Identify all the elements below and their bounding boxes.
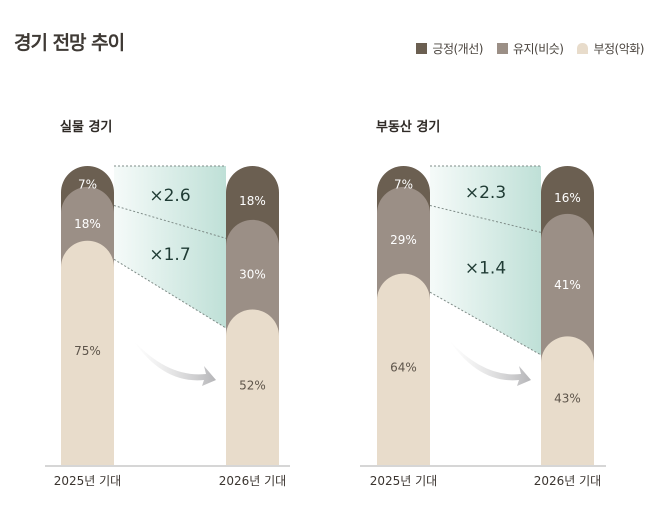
data-label: 7% xyxy=(78,177,97,191)
ratio-annotation-positive: ×2.3 xyxy=(465,183,506,203)
legend: 긍정(개선) 유지(비슷) 부정(악화) xyxy=(416,40,644,57)
trend-arrow-icon xyxy=(133,340,216,386)
chart-title: 경기 전망 추이 xyxy=(14,32,125,54)
data-label: 16% xyxy=(554,191,581,205)
legend-swatch-negative xyxy=(577,43,589,54)
data-label: 18% xyxy=(74,217,101,231)
ratio-annotation-maintain: ×1.7 xyxy=(149,245,190,265)
data-label: 75% xyxy=(74,344,101,358)
category-label: 2025년 기대 xyxy=(54,474,121,488)
legend-item-negative: 부정(악화) xyxy=(577,40,644,57)
bar-negative xyxy=(226,309,279,465)
legend-label: 부정(악화) xyxy=(593,42,644,56)
data-label: 41% xyxy=(554,278,581,292)
legend-label: 유지(비슷) xyxy=(512,42,564,56)
legend-item-maintain: 유지(비슷) xyxy=(496,40,564,57)
legend-swatch-maintain xyxy=(496,43,508,54)
highlight-area xyxy=(430,166,541,355)
ratio-annotation-maintain: ×1.4 xyxy=(465,259,506,279)
data-label: 43% xyxy=(554,392,581,406)
data-label: 30% xyxy=(239,268,266,282)
panel-title: 부동산 경기 xyxy=(376,119,440,135)
dotted-connector-mid xyxy=(429,204,542,233)
legend-swatch-positive xyxy=(416,43,428,54)
dotted-connector-low xyxy=(113,258,227,329)
legend-item-positive: 긍정(개선) xyxy=(416,40,483,57)
data-label: 52% xyxy=(239,378,266,392)
data-label: 64% xyxy=(390,360,417,374)
data-label: 7% xyxy=(394,177,413,191)
dotted-connector-mid xyxy=(113,205,227,239)
bar-negative xyxy=(61,240,114,465)
ratio-annotation-positive: ×2.6 xyxy=(149,186,190,206)
category-label: 2026년 기대 xyxy=(219,474,286,488)
bar-negative xyxy=(377,273,430,465)
dotted-connector-low xyxy=(429,291,542,356)
data-label: 29% xyxy=(390,233,417,247)
bar-negative xyxy=(541,336,594,465)
legend-label: 긍정(개선) xyxy=(432,42,483,56)
data-label: 18% xyxy=(239,194,266,208)
category-label: 2025년 기대 xyxy=(370,474,437,488)
highlight-area xyxy=(114,166,226,329)
panel-title: 실물 경기 xyxy=(60,119,112,135)
category-label: 2026년 기대 xyxy=(534,474,601,488)
trend-arrow-icon xyxy=(449,340,531,386)
